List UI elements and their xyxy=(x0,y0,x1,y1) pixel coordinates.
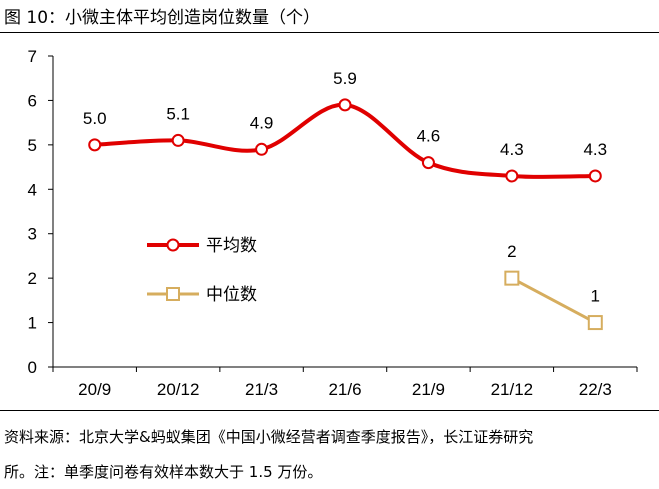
y-tick-label: 0 xyxy=(28,358,37,377)
data-point xyxy=(588,169,602,183)
legend-label: 平均数 xyxy=(206,236,257,256)
x-tick-label: 21/6 xyxy=(328,380,361,399)
y-tick-label: 4 xyxy=(28,180,37,199)
figure-title: 图 10：小微主体平均创造岗位数量（个） xyxy=(4,8,321,28)
y-tick-label: 5 xyxy=(28,136,37,155)
x-tick-label: 22/3 xyxy=(579,380,612,399)
footer-rule xyxy=(0,410,659,411)
data-point xyxy=(338,98,352,112)
chart-series xyxy=(88,98,603,331)
y-tick-label: 2 xyxy=(28,269,37,288)
legend-marker xyxy=(166,287,180,301)
data-label: 5.9 xyxy=(333,69,357,88)
data-label: 4.9 xyxy=(250,113,274,132)
data-point xyxy=(505,169,519,183)
data-point xyxy=(504,270,520,286)
legend-label: 中位数 xyxy=(206,285,257,305)
data-label: 5.0 xyxy=(83,109,107,128)
chart-data-labels: 5.0 5.1 4.9 5.9 4.6 4.3 4.3 2 1 xyxy=(83,69,607,306)
data-point xyxy=(421,156,435,170)
data-point xyxy=(171,133,185,147)
data-label: 4.6 xyxy=(417,127,441,146)
y-tick-label: 1 xyxy=(28,314,37,333)
x-tick-label: 21/3 xyxy=(245,380,278,399)
series-line-1 xyxy=(511,276,596,324)
title-rule xyxy=(0,32,659,33)
x-tick-label: 20/9 xyxy=(78,380,111,399)
y-tick-label: 7 xyxy=(28,47,37,66)
data-label: 5.1 xyxy=(166,104,190,123)
data-label: 2 xyxy=(507,242,516,261)
data-label: 1 xyxy=(591,287,600,306)
y-tick-label: 6 xyxy=(28,91,37,110)
chart-axes: 0 1 2 3 4 5 6 7 20/9 20/12 21/3 21/6 21/9 21/12 22/3 xyxy=(28,47,638,399)
data-point xyxy=(88,138,102,152)
x-tick-label: 20/12 xyxy=(157,380,200,399)
data-label: 4.3 xyxy=(500,140,524,159)
data-point xyxy=(255,142,269,156)
data-point xyxy=(587,315,603,331)
legend-marker xyxy=(166,238,180,252)
x-tick-label: 21/9 xyxy=(412,380,445,399)
x-tick-label: 21/12 xyxy=(491,380,534,399)
source-note-line-1: 资料来源：北京大学&蚂蚁集团《中国小微经营者调查季度报告》，长江证券研究 xyxy=(4,428,534,446)
y-tick-label: 3 xyxy=(28,225,37,244)
source-note-line-2: 所。注：单季度问卷有效样本数大于 1.5 万份。 xyxy=(4,463,323,481)
data-label: 4.3 xyxy=(583,140,607,159)
